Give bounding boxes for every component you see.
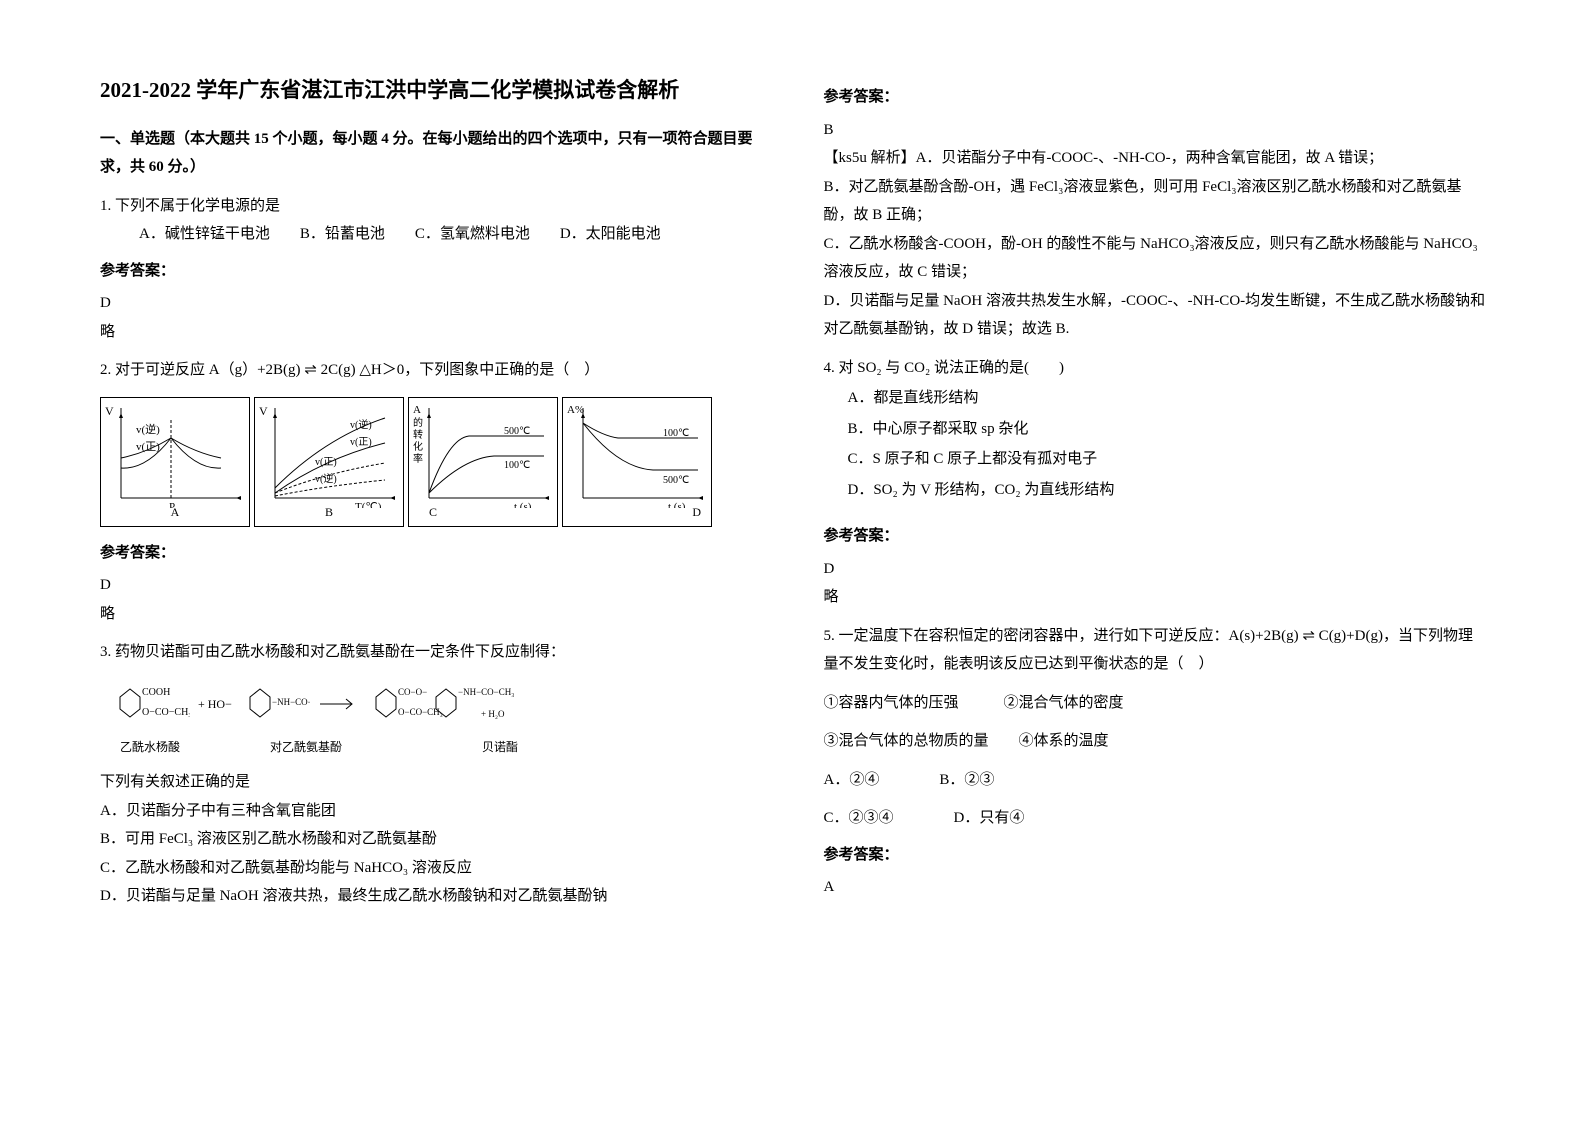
- q4-optC: C．S 原子和 C 原子上都没有孤对电子: [824, 445, 1488, 474]
- q1-ans: D: [100, 289, 764, 318]
- q2-stem: 2. 对于可逆反应 A（g）+2B(g) ⇌ 2C(g) △H＞0，下列图象中正…: [100, 356, 764, 385]
- q4-optB: B．中心原子都采取 sp 杂化: [824, 415, 1488, 444]
- panel-a-ylabel: V: [105, 400, 114, 423]
- svg-text:A: A: [413, 404, 421, 416]
- svg-text:100℃: 100℃: [663, 428, 689, 439]
- q4-ans: D: [824, 555, 1488, 584]
- q3-exC: C．乙酰水杨酸含-COOH，酚-OH 的酸性不能与 NaHCO₃溶液反应，则只有…: [824, 230, 1488, 287]
- q2-figure-row: V v(逆) v(正) P A V: [100, 397, 764, 527]
- q3-exB: B．对乙酰氨基酚含酚-OH，遇 FeCl₃溶液显紫色，则可用 FeCl₃溶液区别…: [824, 173, 1488, 230]
- svg-text:v(正): v(正): [136, 441, 160, 453]
- q2-skip: 略: [100, 600, 764, 629]
- left-column: 2021-2022 学年广东省湛江市江洪中学高二化学模拟试卷含解析 一、单选题（…: [100, 75, 794, 1047]
- q2-panel-a: V v(逆) v(正) P A: [100, 397, 250, 527]
- q2-panel-c: A 的 转 化 率 500℃ 100℃ t (s) C: [408, 397, 558, 527]
- svg-text:t (s): t (s): [668, 501, 686, 508]
- svg-text:v(正): v(正): [315, 457, 337, 468]
- q5-line2: ③混合气体的总物质的量 ④体系的温度: [824, 727, 1488, 756]
- svg-text:v(逆): v(逆): [350, 418, 372, 431]
- q1-options: A．碱性锌锰干电池 B．铅蓄电池 C．氢氧燃料电池 D．太阳能电池: [100, 220, 764, 249]
- q4-skip: 略: [824, 583, 1488, 612]
- q3-optB: B．可用 FeCl₃ 溶液区别乙酰水杨酸和对乙酰氨基酚: [100, 825, 764, 854]
- svg-text:COOH: COOH: [142, 687, 170, 698]
- panel-c-svg: A 的 转 化 率 500℃ 100℃ t (s): [409, 398, 559, 508]
- doc-title: 2021-2022 学年广东省湛江市江洪中学高二化学模拟试卷含解析: [100, 75, 764, 107]
- panel-b-svg: v(逆) v(正) v(正) v(逆) T(℃): [255, 398, 405, 508]
- right-column: 参考答案： B 【ks5u 解析】A．贝诺酯分子中有-COOC-、-NH-CO-…: [794, 75, 1488, 1047]
- q3-optD: D．贝诺酯与足量 NaOH 溶液共热，最终生成乙酰水杨酸钠和对乙酰氨基酚钠: [100, 882, 764, 911]
- q5-optC: C．②③④ D．只有④: [824, 804, 1488, 833]
- q2-panel-b: V v(逆) v(正) v(正) v(逆) T(℃) B: [254, 397, 404, 527]
- q3-chem-captions: 乙酰水杨酸 对乙酰氨基酚 贝诺酯: [100, 736, 764, 759]
- panel-b-ylabel: V: [259, 400, 268, 423]
- svg-text:t (s): t (s): [514, 501, 532, 508]
- svg-text:的: 的: [413, 416, 423, 429]
- svg-text:100℃: 100℃: [504, 460, 530, 471]
- svg-text:500℃: 500℃: [504, 426, 530, 437]
- svg-text:A%: A%: [567, 404, 584, 416]
- caption-3: 贝诺酯: [482, 736, 518, 759]
- q4-optA: A．都是直线形结构: [824, 384, 1488, 413]
- panel-a-xlabel: A: [171, 501, 180, 524]
- q3-chem-row: COOH O−CO−CH₃ + HO− −NH−CO−CH₃ CO−O− −NH…: [100, 677, 764, 732]
- svg-text:500℃: 500℃: [663, 475, 689, 486]
- q4-optD: D．SO₂ 为 V 形结构，CO₂ 为直线形结构: [824, 476, 1488, 505]
- svg-text:转: 转: [413, 428, 423, 441]
- q1-skip: 略: [100, 318, 764, 347]
- panel-d-xlabel: D: [692, 501, 701, 524]
- svg-text:T(℃): T(℃): [355, 501, 382, 508]
- q3-optC: C．乙酰水杨酸和对乙酰氨基酚均能与 NaHCO₃ 溶液反应: [100, 854, 764, 883]
- q5-stem: 5. 一定温度下在容积恒定的密闭容器中，进行如下可逆反应：A(s)+2B(g) …: [824, 622, 1488, 679]
- svg-text:O−CO−CH₃: O−CO−CH₃: [142, 707, 190, 718]
- q5-optA: A．②④ B．②③: [824, 766, 1488, 795]
- q1-stem: 1. 下列不属于化学电源的是: [100, 192, 764, 221]
- panel-a-svg: v(逆) v(正) P: [101, 398, 251, 508]
- panel-d-svg: A% 100℃ 500℃ t (s): [563, 398, 713, 508]
- svg-text:化: 化: [413, 440, 423, 453]
- q3-stem: 3. 药物贝诺酯可由乙酰水杨酸和对乙酰氨基酚在一定条件下反应制得：: [100, 638, 764, 667]
- svg-text:v(逆): v(逆): [136, 422, 160, 436]
- q3-exD: D．贝诺酯与足量 NaOH 溶液共热发生水解，-COOC-、-NH-CO-均发生…: [824, 287, 1488, 344]
- q2-ans-label: 参考答案：: [100, 539, 764, 568]
- chem-struct-1: COOH O−CO−CH₃: [100, 677, 190, 732]
- q3-exA: 【ks5u 解析】A．贝诺酯分子中有-COOC-、-NH-CO-，两种含氧官能团…: [824, 144, 1488, 173]
- q2-ans: D: [100, 571, 764, 600]
- q4-ans-label: 参考答案：: [824, 522, 1488, 551]
- arrow-icon: [318, 694, 358, 714]
- svg-text:v(逆): v(逆): [315, 472, 337, 485]
- panel-c-xlabel: C: [429, 501, 437, 524]
- q3-ans: B: [824, 116, 1488, 145]
- q3-ans-label: 参考答案：: [824, 83, 1488, 112]
- svg-text:率: 率: [413, 452, 423, 465]
- q4-stem: 4. 对 SO₂ 与 CO₂ 说法正确的是( ): [824, 354, 1488, 383]
- chem-struct-2: −NH−CO−CH₃: [240, 677, 310, 732]
- caption-1: 乙酰水杨酸: [120, 736, 180, 759]
- svg-text:−NH−CO−CH₃: −NH−CO−CH₃: [458, 687, 514, 697]
- svg-text:+ H₂O: + H₂O: [481, 709, 505, 719]
- chem-struct-3: CO−O− −NH−CO−CH₃ O−CO−CH₃ + H₂O: [366, 677, 516, 732]
- svg-text:v(正): v(正): [350, 437, 372, 448]
- q5-line1: ①容器内气体的压强 ②混合气体的密度: [824, 689, 1488, 718]
- caption-2: 对乙酰氨基酚: [270, 736, 342, 759]
- q5-ans: A: [824, 873, 1488, 902]
- q3-lead: 下列有关叙述正确的是: [100, 768, 764, 797]
- section-1-head: 一、单选题（本大题共 15 个小题，每小题 4 分。在每小题给出的四个选项中，只…: [100, 125, 764, 182]
- q3-optA: A．贝诺酯分子中有三种含氧官能团: [100, 797, 764, 826]
- svg-text:CO−O−: CO−O−: [398, 687, 427, 697]
- q1-ans-label: 参考答案：: [100, 257, 764, 286]
- q2-panel-d: A% 100℃ 500℃ t (s) D: [562, 397, 712, 527]
- svg-text:O−CO−CH₃: O−CO−CH₃: [398, 707, 443, 717]
- plus-1: + HO−: [198, 693, 232, 716]
- svg-text:−NH−CO−CH₃: −NH−CO−CH₃: [272, 697, 310, 707]
- panel-b-xlabel: B: [325, 501, 333, 524]
- q5-ans-label: 参考答案：: [824, 841, 1488, 870]
